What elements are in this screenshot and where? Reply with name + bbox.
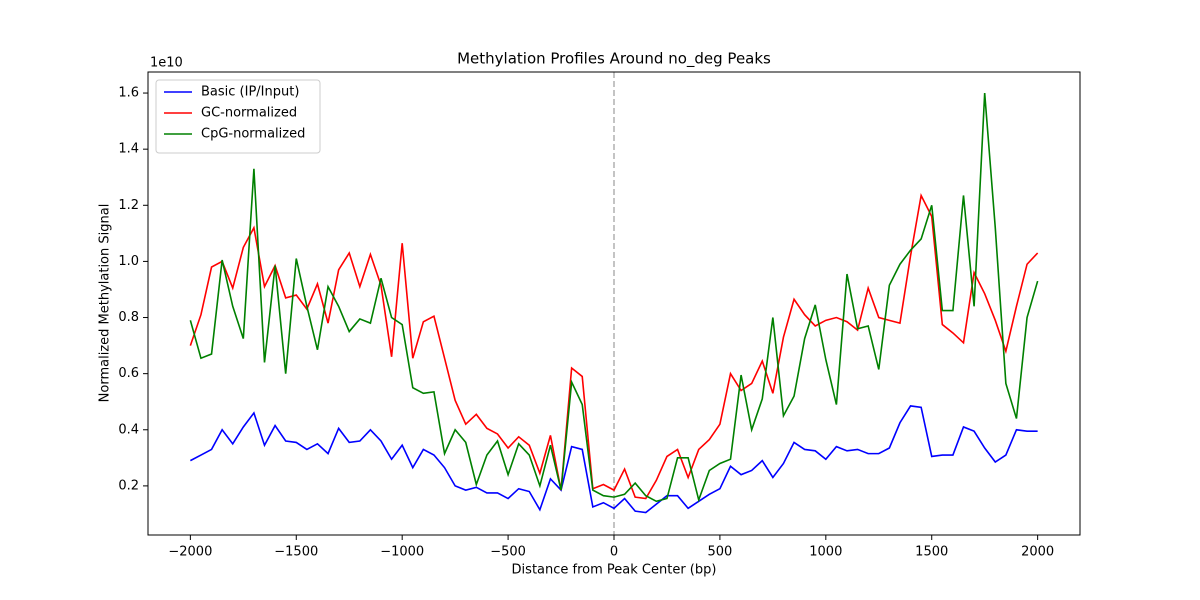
- x-tick-label: −1000: [380, 545, 424, 560]
- x-tick-label: 2000: [1021, 545, 1054, 560]
- y-tick-label: 0.2: [118, 478, 139, 493]
- series-line: [189, 405, 1038, 514]
- y-tick-label: 1.4: [118, 142, 139, 157]
- x-tick-label: 0: [610, 545, 618, 560]
- y-tick-label: 0.4: [118, 422, 139, 437]
- y-tick-label: 0.6: [118, 366, 139, 381]
- y-tick-label: 0.8: [118, 310, 139, 325]
- legend-label: GC-normalized: [201, 106, 297, 121]
- legend-label: CpG-normalized: [201, 127, 305, 142]
- x-axis-label: Distance from Peak Center (bp): [512, 563, 717, 578]
- plot-frame: [147, 71, 1081, 536]
- y-tick-label: 1.6: [118, 86, 139, 101]
- x-tick-label: −1500: [274, 545, 318, 560]
- x-tick-label: −500: [490, 545, 526, 560]
- x-tick-label: 1000: [809, 545, 842, 560]
- y-offset-label: 1e10: [150, 56, 183, 71]
- x-tick-label: 500: [707, 545, 732, 560]
- legend-box: [155, 79, 321, 154]
- x-tick-label: −2000: [168, 545, 212, 560]
- x-tick-label: 1500: [915, 545, 948, 560]
- chart-title: Methylation Profiles Around no_deg Peaks: [457, 50, 771, 69]
- series-line: [189, 192, 1039, 500]
- y-tick-label: 1.2: [118, 198, 139, 213]
- y-tick-label: 1.0: [118, 254, 139, 269]
- series-line: [189, 92, 1039, 503]
- y-axis-label: Normalized Methylation Signal: [98, 204, 113, 403]
- legend-label: Basic (IP/Input): [201, 85, 299, 100]
